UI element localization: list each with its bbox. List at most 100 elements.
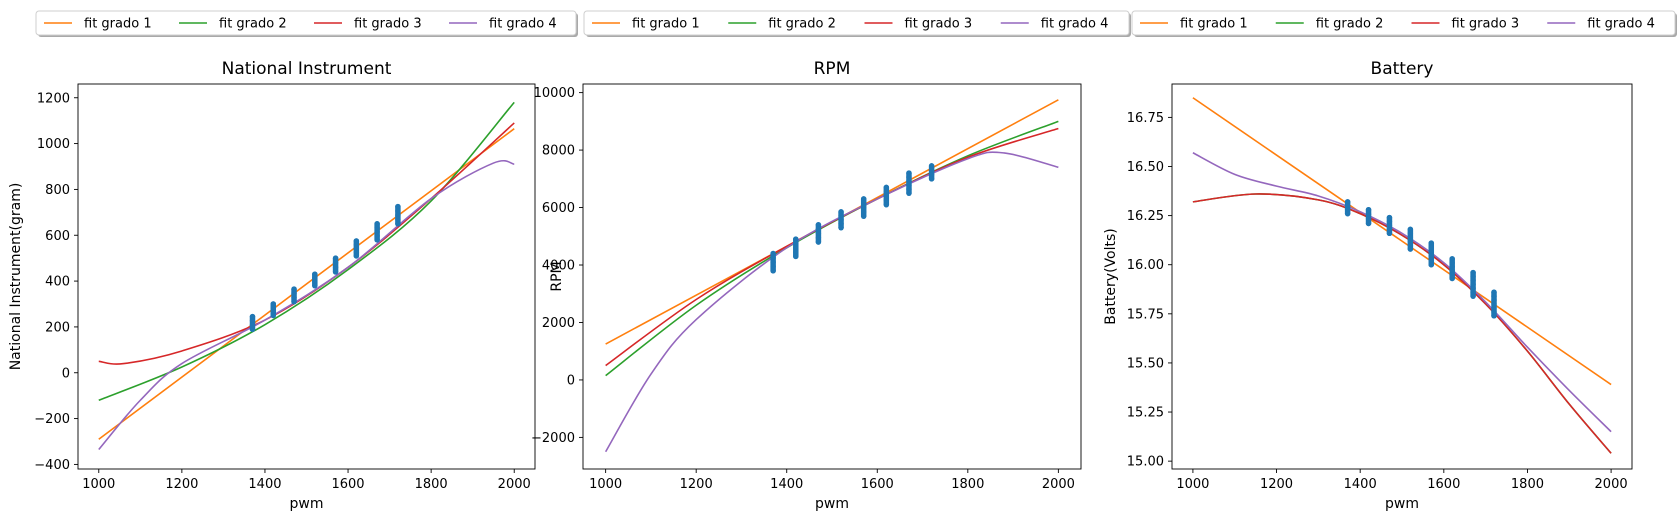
data-point	[1470, 277, 1476, 284]
data-point	[770, 250, 776, 257]
series-line-fit-grado-3	[1192, 193, 1612, 454]
data-point	[395, 216, 401, 223]
x-tick-label: 1200	[1260, 477, 1293, 492]
data-point	[353, 242, 360, 248]
y-tick-label: 1000	[37, 137, 70, 152]
legend-label: fit grado 3	[1452, 17, 1520, 32]
legend: fit grado 1 fit grado 2 fit grado 3 fit gra…	[583, 10, 1131, 37]
data-point	[249, 326, 256, 332]
data-point	[860, 200, 867, 206]
x-tick-label: 1800	[951, 477, 984, 492]
data-point	[906, 186, 912, 192]
data-point	[883, 197, 890, 204]
data-point	[906, 170, 912, 176]
series-line-fit-grado-4	[604, 151, 1059, 453]
data-point	[395, 221, 401, 227]
data-point	[1407, 238, 1414, 244]
data-point	[928, 167, 935, 173]
y-tick-label: 15.00	[1127, 455, 1164, 470]
x-tick-label: 1800	[415, 477, 448, 492]
data-point	[883, 201, 890, 208]
series-group	[98, 101, 515, 451]
x-tick-label: 1600	[861, 477, 894, 492]
data-point	[906, 190, 912, 196]
data-point	[374, 233, 380, 239]
y-tick-label: 16.25	[1127, 209, 1164, 224]
data-point	[353, 253, 360, 259]
data-point	[860, 196, 867, 202]
data-point	[1344, 199, 1351, 205]
data-point	[1365, 216, 1372, 222]
data-point	[815, 230, 822, 237]
y-tick-label: 16.00	[1127, 258, 1164, 273]
data-point	[860, 213, 867, 219]
data-point	[1407, 230, 1414, 236]
data-point	[1365, 211, 1372, 217]
data-point	[883, 193, 890, 199]
y-tick-label: 0	[62, 366, 70, 381]
series-line-fit-grado-2	[98, 101, 515, 401]
legend-box	[35, 10, 577, 36]
series-line-fit-grado-1	[98, 128, 515, 440]
data-point	[1407, 226, 1414, 233]
series-group	[1192, 97, 1612, 454]
x-tick-label: 1000	[82, 477, 115, 492]
data-point	[906, 182, 912, 188]
chart-panel-2: RPM 1000 1200 1400 1600 1800 2000 −2000 0 2000 400…	[531, 59, 1082, 512]
data-point	[1428, 257, 1434, 264]
x-tick-label: 1400	[770, 477, 803, 492]
series-line-fit-grado-4	[98, 159, 515, 451]
data-point	[291, 290, 297, 297]
x-axis-label: pwm	[290, 496, 324, 512]
data-point	[1428, 253, 1434, 259]
data-point	[883, 184, 890, 191]
data-point	[1449, 256, 1455, 262]
data-point	[1428, 262, 1434, 268]
data-point	[838, 209, 844, 215]
y-tick-label: 16.75	[1127, 111, 1164, 126]
data-point	[1344, 203, 1351, 209]
data-point	[838, 224, 844, 231]
data-point	[815, 222, 822, 228]
scatter-points	[1344, 199, 1497, 319]
y-axis-label: RPM	[549, 261, 565, 291]
data-point	[374, 221, 380, 227]
data-point	[332, 264, 339, 271]
legend-label: fit grado 1	[1180, 17, 1248, 32]
data-point	[332, 260, 339, 266]
y-tick-label: 15.75	[1127, 307, 1164, 322]
y-tick-label: 0	[567, 373, 575, 388]
legend-label: fit grado 1	[84, 17, 152, 32]
data-point	[793, 253, 799, 260]
x-tick-label: 1600	[331, 477, 364, 492]
data-point	[883, 189, 890, 195]
data-point	[374, 237, 380, 243]
legend: fit grado 1 fit grado 2 fit grado 3 fit gra…	[1131, 10, 1677, 37]
legend-label: fit grado 2	[1316, 17, 1384, 32]
data-point	[374, 225, 380, 231]
x-tick-label: 2000	[1042, 477, 1075, 492]
data-point	[1428, 240, 1434, 246]
y-tick-label: 200	[45, 320, 70, 335]
y-tick-label: −2000	[531, 431, 575, 446]
y-tick-label: 8000	[542, 144, 575, 159]
y-tick-label: 800	[45, 183, 70, 198]
data-point	[928, 171, 935, 178]
data-point	[1449, 267, 1455, 274]
plot-frame	[582, 83, 1082, 470]
legend-label: fit grado 3	[354, 17, 422, 32]
data-point	[793, 236, 799, 242]
y-tick-label: 15.25	[1127, 406, 1164, 421]
data-point	[1470, 285, 1476, 291]
x-tick-label: 2000	[498, 477, 531, 492]
series-line-fit-grado-2	[605, 120, 1059, 377]
data-point	[1407, 242, 1414, 248]
data-point	[270, 312, 276, 319]
data-point	[770, 268, 776, 274]
y-tick-label: 600	[45, 229, 70, 244]
x-tick-label: 1800	[1511, 477, 1544, 492]
data-point	[1491, 293, 1497, 299]
y-tick-label: 15.50	[1127, 356, 1164, 371]
data-point	[270, 301, 276, 307]
y-tick-label: −400	[34, 458, 70, 473]
